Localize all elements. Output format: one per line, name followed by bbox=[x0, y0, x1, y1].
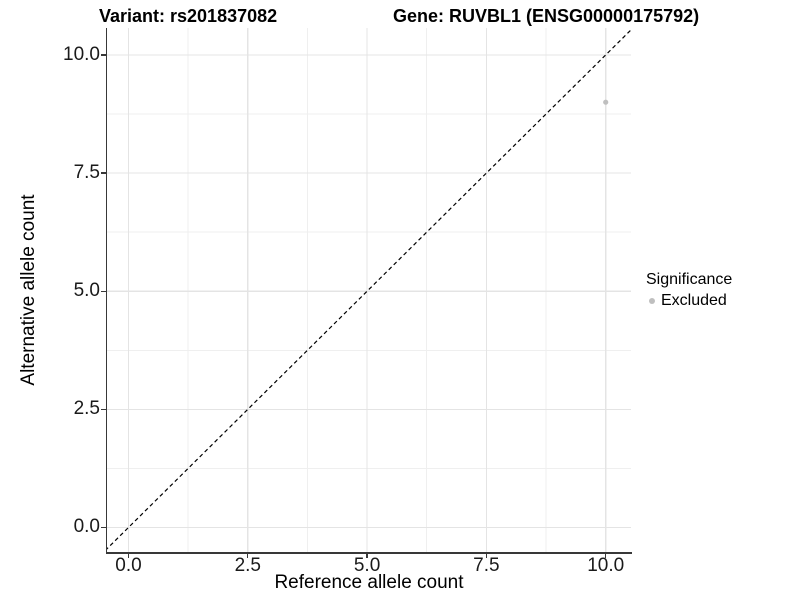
legend-entry-label: Excluded bbox=[661, 292, 727, 309]
legend-title: Significance bbox=[646, 271, 733, 288]
y-axis-line bbox=[105, 28, 108, 554]
y-tick-label: 7.5 bbox=[73, 162, 100, 184]
plot-title-gene: Gene: RUVBL1 (ENSG00000175792) bbox=[393, 6, 700, 26]
y-tick-mark bbox=[101, 526, 106, 529]
x-tick-label: 5.0 bbox=[353, 555, 381, 576]
x-tick-mark bbox=[127, 553, 130, 559]
y-tick-mark bbox=[101, 54, 106, 56]
legend-entry-excluded: Excluded bbox=[646, 292, 732, 309]
x-tick-label: 0.0 bbox=[115, 555, 142, 576]
data-point-excluded bbox=[603, 99, 609, 105]
x-tick-mark bbox=[366, 553, 368, 559]
y-tick-label: 2.5 bbox=[73, 398, 100, 420]
plot-title-variant: Variant: rs201837082 bbox=[99, 6, 278, 26]
x-tick-label: 10.0 bbox=[587, 555, 625, 576]
y-tick-mark bbox=[101, 408, 106, 410]
x-tick-label: 7.5 bbox=[473, 555, 500, 576]
x-tick-mark bbox=[605, 553, 607, 559]
plot-area bbox=[107, 28, 631, 553]
y-tick-label: 5.0 bbox=[73, 280, 100, 302]
x-axis-line bbox=[105, 552, 632, 554]
x-axis-title: Reference allele count bbox=[274, 572, 464, 593]
y-tick-mark bbox=[101, 290, 106, 292]
identity-reference-line bbox=[107, 29, 631, 550]
x-tick-mark bbox=[485, 553, 487, 559]
y-axis-title: Alternative allele count bbox=[18, 194, 39, 386]
x-tick-label: 2.5 bbox=[234, 555, 261, 576]
y-tick-label: 0.0 bbox=[73, 516, 100, 538]
legend-key-dot-icon bbox=[648, 297, 655, 304]
legend: Significance Excluded bbox=[646, 270, 732, 309]
y-tick-mark bbox=[101, 172, 106, 174]
y-tick-label: 10.0 bbox=[63, 43, 100, 65]
x-tick-mark bbox=[247, 553, 249, 559]
plot-panel bbox=[107, 28, 631, 553]
